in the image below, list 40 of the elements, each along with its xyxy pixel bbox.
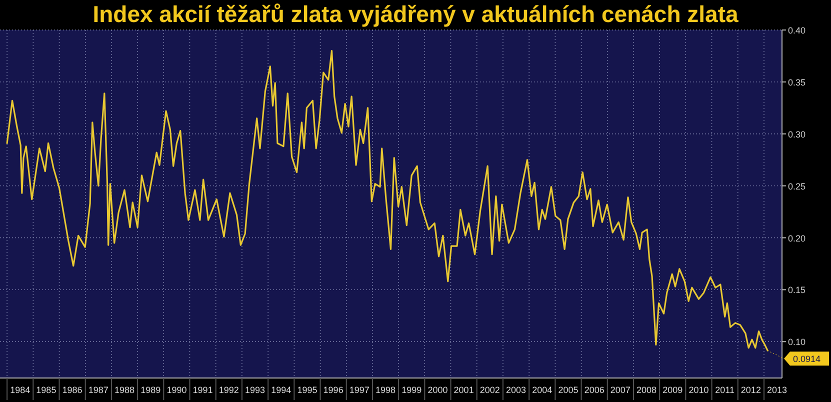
x-tick-label: 1995 xyxy=(297,385,318,395)
x-tick-label: 1997 xyxy=(349,385,370,395)
x-tick-label: 1990 xyxy=(166,385,187,395)
x-tick-label: 2003 xyxy=(506,385,526,395)
annotation: 0.0914 xyxy=(793,354,821,364)
x-tick-label: 1996 xyxy=(323,385,344,395)
x-tick-label: 2012 xyxy=(740,385,761,395)
x-tick-label: 2006 xyxy=(584,385,604,395)
x-tick-label: 1998 xyxy=(376,385,396,395)
x-tick-label: 2008 xyxy=(636,385,657,395)
x-tick-label: 2007 xyxy=(610,385,630,395)
x-tick-label: 1988 xyxy=(114,385,135,395)
x-tick-label: 2000 xyxy=(428,385,448,395)
x-tick-label: 2009 xyxy=(662,385,683,395)
x-tick-label: 2002 xyxy=(480,385,500,395)
x-tick-label: 1987 xyxy=(88,385,108,395)
y-tick-label: 0.35 xyxy=(788,77,806,88)
y-tick-label: 0.40 xyxy=(788,26,806,36)
x-tick-label: 1991 xyxy=(192,385,213,395)
y-tick-label: 0.30 xyxy=(788,129,806,140)
x-tick-label: 2011 xyxy=(715,385,735,395)
x-tick-label: 1984 xyxy=(10,385,30,395)
x-tick-label: 1986 xyxy=(62,385,82,395)
x-tick-label: 1992 xyxy=(218,385,239,395)
line-series xyxy=(6,50,768,352)
x-tick-label: 2013 xyxy=(767,385,788,395)
chart-title: Index akcií těžařů zlata vyjádřený v aktuálních cenách zlata xyxy=(92,1,738,27)
x-tick-label: 1994 xyxy=(271,385,292,395)
x-tick-label: 2004 xyxy=(532,385,552,395)
y-tick-label: 0.10 xyxy=(788,337,806,348)
x-tick-label: 1985 xyxy=(36,385,56,395)
y-tick-label: 0.15 xyxy=(788,285,806,296)
x-tick-label: 2010 xyxy=(688,385,709,395)
x-tick-label: 2001 xyxy=(454,385,474,395)
x-tick-label: 1989 xyxy=(140,385,161,395)
y-tick-label: 0.20 xyxy=(788,233,806,244)
x-tick-label: 1993 xyxy=(244,385,266,395)
x-tick-label: 1999 xyxy=(402,385,422,395)
x-tick-label: 2005 xyxy=(558,385,578,395)
y-tick-label: 0.25 xyxy=(788,181,806,192)
